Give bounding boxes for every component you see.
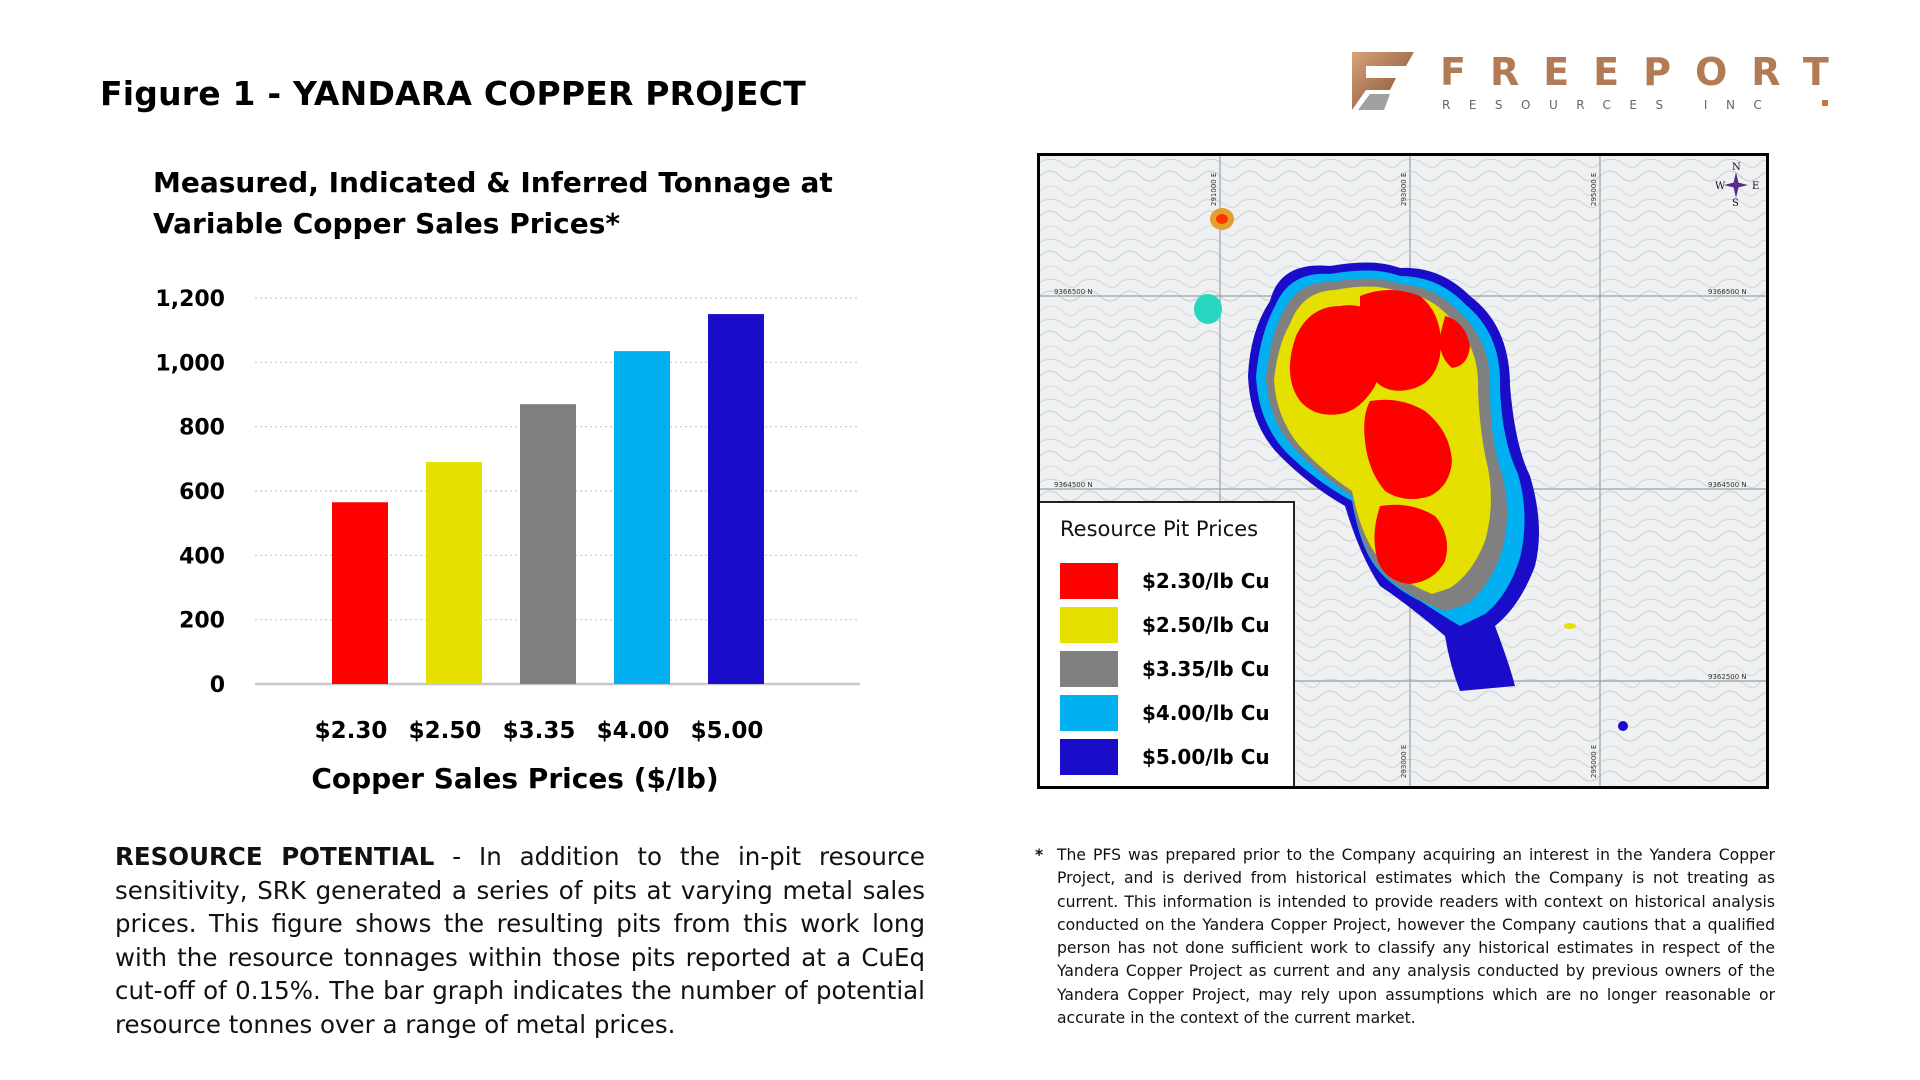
grid-label-top3: 295000 E <box>1590 173 1598 206</box>
legend-swatch-400 <box>1060 695 1118 731</box>
grid-label-left2: 9364500 N <box>1054 481 1093 489</box>
resource-potential-lead: RESOURCE POTENTIAL <box>115 842 435 871</box>
grid-label-top2: 293000 E <box>1400 173 1408 206</box>
logo-dot <box>1822 100 1828 106</box>
grid-label-right1: 9366500 N <box>1708 288 1747 296</box>
page-title: Figure 1 - YANDARA COPPER PROJECT <box>100 74 806 113</box>
compass-icon: N S W E <box>1715 162 1759 209</box>
bar-400 <box>614 351 670 684</box>
bar-chart: 0 200 400 600 800 1,000 1,200 $2.30 $2.50 $3.35 $4… <box>155 287 860 744</box>
legend-item-230: $2.30/lb Cu <box>1060 563 1290 599</box>
legend-item-335: $3.35/lb Cu <box>1060 651 1290 687</box>
grid-label-right2: 9364500 N <box>1708 481 1747 489</box>
grid-label-top1: 291000 E <box>1210 173 1218 206</box>
y-tick-label: 400 <box>179 544 225 569</box>
chart-x-axis-label: Copper Sales Prices ($/lb) <box>311 762 719 795</box>
legend-title: Resource Pit Prices <box>1060 517 1259 541</box>
legend-label-335: $3.35/lb Cu <box>1142 657 1270 681</box>
x-tick-label: $2.30 <box>315 718 388 744</box>
legend-swatch-230 <box>1060 563 1118 599</box>
legend-item-400: $4.00/lb Cu <box>1060 695 1290 731</box>
y-tick-label: 800 <box>179 416 225 441</box>
y-tick-label: 200 <box>179 609 225 634</box>
legend-label-230: $2.30/lb Cu <box>1142 569 1270 593</box>
grid-label-bottom1: 293000 E <box>1400 745 1408 778</box>
resource-potential-body: - In addition to the in-pit resource sen… <box>115 842 926 1039</box>
svg-text:N: N <box>1732 162 1741 173</box>
grid-label-left1: 9366500 N <box>1054 288 1093 296</box>
freeport-logo: FREEPORT RESOURCES INC <box>1340 46 1860 116</box>
legend-item-500: $5.00/lb Cu <box>1060 739 1290 775</box>
legend-swatch-335 <box>1060 651 1118 687</box>
freeport-logo-icon <box>1352 52 1414 110</box>
logo-sub-text: RESOURCES INC <box>1442 98 1781 112</box>
resource-pit-map: 291000 E 293000 E 295000 E 9366500 N 936… <box>1037 153 1769 789</box>
map-legend: Resource Pit Prices $2.30/lb Cu $2.50/lb… <box>1040 501 1295 786</box>
svg-text:W: W <box>1715 181 1726 192</box>
legend-label-250: $2.50/lb Cu <box>1142 613 1270 637</box>
x-tick-label: $3.35 <box>503 718 576 744</box>
bar-230 <box>332 502 388 684</box>
y-tick-label: 1,000 <box>155 351 225 376</box>
y-tick-label: 0 <box>210 673 225 698</box>
resource-potential-paragraph: RESOURCE POTENTIAL - In addition to the … <box>115 840 925 1041</box>
bar-335 <box>520 404 576 684</box>
grid-label-right3: 9362500 N <box>1708 673 1747 681</box>
pit-shells <box>1194 208 1628 731</box>
legend-swatch-250 <box>1060 607 1118 643</box>
legend-item-250: $2.50/lb Cu <box>1060 607 1290 643</box>
svg-text:E: E <box>1752 181 1759 192</box>
footnote: * The PFS was prepared prior to the Comp… <box>1035 844 1775 1030</box>
bar-500 <box>708 314 764 684</box>
bar-250 <box>426 462 482 684</box>
x-tick-label: $4.00 <box>597 718 670 744</box>
svg-text:S: S <box>1732 198 1739 209</box>
y-tick-label: 1,200 <box>155 287 225 312</box>
x-tick-label: $2.50 <box>409 718 482 744</box>
x-tick-label: $5.00 <box>691 718 764 744</box>
chart-title: Measured, Indicated & Inferred Tonnage a… <box>153 166 833 240</box>
y-tick-label: 600 <box>179 480 225 505</box>
legend-label-500: $5.00/lb Cu <box>1142 745 1270 769</box>
legend-label-400: $4.00/lb Cu <box>1142 701 1270 725</box>
legend-swatch-500 <box>1060 739 1118 775</box>
grid-label-bottom2: 295000 E <box>1590 745 1598 778</box>
footnote-asterisk: * <box>1035 846 1044 864</box>
logo-brand-text: FREEPORT <box>1440 50 1853 94</box>
footnote-text: The PFS was prepared prior to the Compan… <box>1057 846 1775 1028</box>
